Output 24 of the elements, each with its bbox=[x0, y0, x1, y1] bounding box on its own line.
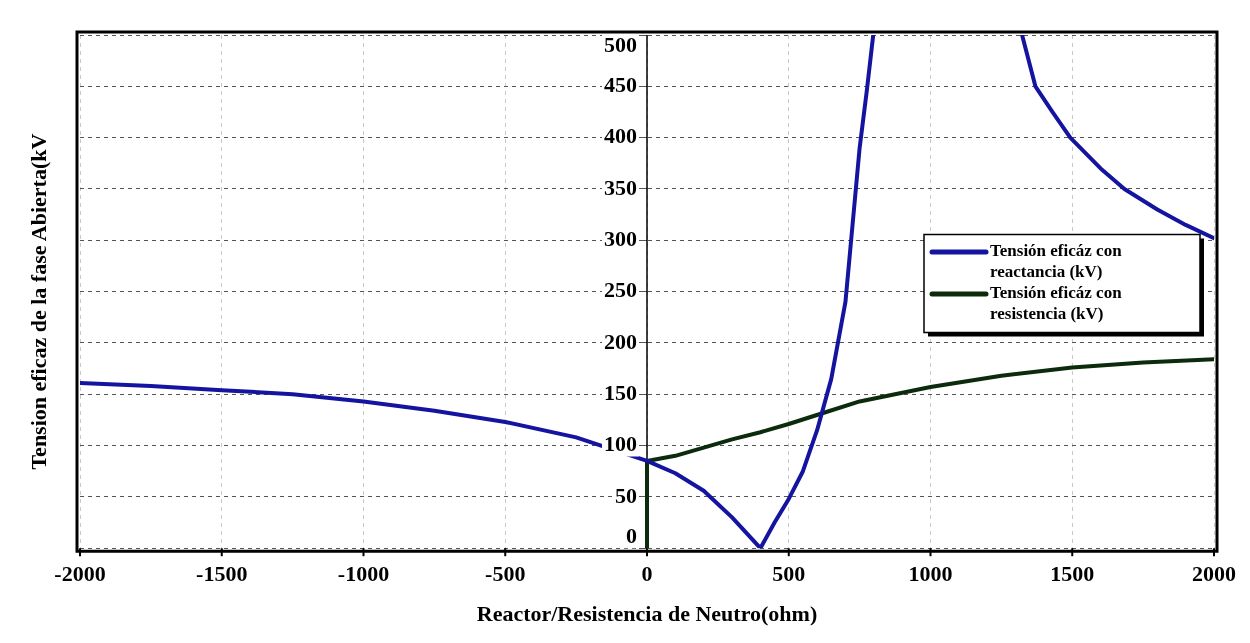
x-tick-label: 500 bbox=[772, 561, 806, 587]
legend-label: Tensión eficáz con reactancia (kV) bbox=[990, 241, 1123, 282]
x-tick-label: 1000 bbox=[908, 561, 953, 587]
y-tick-label: 250 bbox=[604, 277, 637, 303]
x-axis-title: Reactor/Resistencia de Neutro(ohm) bbox=[476, 601, 818, 627]
y-tick-label: 200 bbox=[604, 328, 637, 354]
y-tick-label: 300 bbox=[604, 225, 637, 251]
x-tick-label: -500 bbox=[485, 561, 526, 587]
y-tick-label: 150 bbox=[604, 379, 637, 405]
x-tick-label: 0 bbox=[641, 561, 653, 587]
x-tick-label: -2000 bbox=[54, 561, 106, 587]
x-tick-label: 2000 bbox=[1192, 561, 1236, 587]
y-axis-title: Tension eficaz de la fase Abierta(kV bbox=[25, 133, 51, 470]
y-tick-label: 450 bbox=[604, 72, 637, 98]
x-tick-label: -1500 bbox=[196, 561, 248, 587]
y-tick-label: 350 bbox=[604, 174, 637, 200]
x-tick-label: 1500 bbox=[1050, 561, 1095, 587]
y-tick-label: 400 bbox=[604, 123, 637, 149]
legend-label: Tensión eficáz con resistencia (kV) bbox=[990, 283, 1123, 324]
y-tick-label: 50 bbox=[615, 482, 637, 508]
y-tick-label: 0 bbox=[626, 522, 637, 548]
x-tick-label: -1000 bbox=[337, 561, 390, 587]
y-tick-label: 100 bbox=[604, 431, 637, 457]
y-tick-label: 500 bbox=[604, 31, 637, 57]
